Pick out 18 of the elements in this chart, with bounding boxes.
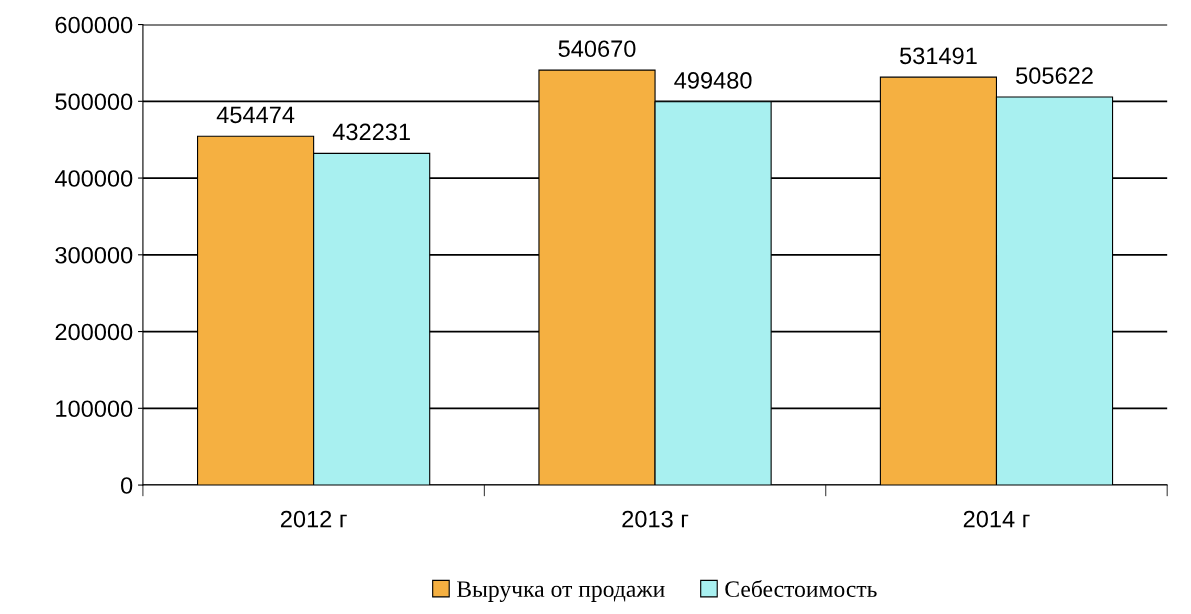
y-tick-label: 400000 xyxy=(54,170,133,187)
y-tick-label: 200000 xyxy=(55,323,133,341)
y-tick-label: 600000 xyxy=(55,16,133,34)
y-tick-label: 0 xyxy=(120,477,133,494)
data-label: 499480 xyxy=(674,71,752,89)
y-tick-label: 500000 xyxy=(55,93,133,111)
data-label: 454474 xyxy=(216,106,295,124)
y-tick-label: 300000 xyxy=(55,246,133,264)
x-tick-label: 2012 г xyxy=(280,510,347,528)
x-tick-label: 2013 г xyxy=(622,510,689,528)
legend-label: Выручка от продажи xyxy=(456,581,665,602)
y-tick-label: 100000 xyxy=(56,400,133,418)
data-label: 432231 xyxy=(332,123,410,141)
data-label: 505622 xyxy=(1016,67,1093,84)
data-label: 540670 xyxy=(558,40,636,58)
x-tick-label: 2014 г xyxy=(963,510,1030,528)
legend-label: Себестоимость xyxy=(725,579,877,598)
data-label: 531491 xyxy=(899,47,977,65)
